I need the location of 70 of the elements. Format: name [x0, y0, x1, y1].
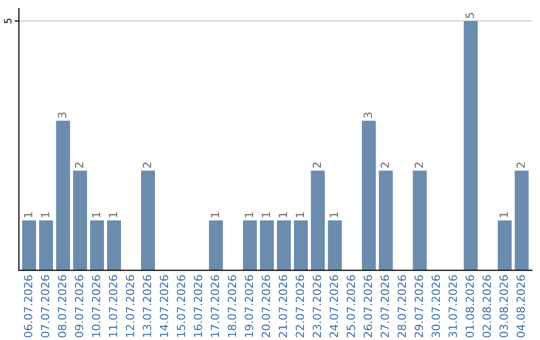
- x-tick-label: 12.07.2026: [126, 275, 134, 337]
- x-tick-label: 20.07.2026: [262, 275, 270, 338]
- bar: [464, 20, 478, 270]
- x-tick-label: 22.07.2026: [296, 275, 304, 338]
- x-tick-label: 18.07.2026: [228, 275, 236, 337]
- bar: [498, 220, 512, 270]
- x-tick-label: 26.07.2026: [364, 275, 372, 338]
- x-tick-label: 09.07.2026: [74, 275, 84, 338]
- data-label: 2: [516, 162, 525, 168]
- bar: [276, 220, 291, 270]
- x-tick-label: 28.07.2026: [398, 275, 406, 338]
- bar: [242, 220, 257, 270]
- x-tick-label: 31.07.2026: [448, 275, 457, 338]
- data-label: 1: [262, 212, 270, 218]
- x-tick-label: 21.07.2026: [278, 275, 288, 338]
- bar: [39, 220, 54, 270]
- bar: [362, 120, 376, 270]
- bar: [310, 170, 325, 270]
- x-tick-label: 14.07.2026: [160, 275, 168, 337]
- x-tick-label: 08.07.2026: [58, 275, 66, 338]
- bar: [208, 220, 223, 270]
- data-label: 2: [142, 162, 152, 168]
- x-tick-label: 27.07.2026: [380, 275, 390, 338]
- data-label: 1: [41, 212, 50, 218]
- data-label: 1: [278, 212, 287, 218]
- bar: [22, 220, 36, 270]
- x-tick-label: 10.07.2026: [92, 275, 100, 337]
- x-tick-label: 24.07.2026: [330, 275, 338, 338]
- data-label: 1: [330, 212, 338, 218]
- x-tick-label: 23.07.2026: [312, 275, 322, 338]
- x-tick-label: 11.07.2026: [108, 275, 118, 337]
- bar: [378, 170, 393, 270]
- bar: [260, 220, 274, 270]
- x-tick-label: 29.07.2026: [414, 275, 424, 338]
- bar: [90, 220, 104, 270]
- data-label: 2: [380, 162, 389, 168]
- data-label: 1: [108, 212, 118, 218]
- data-label: 3: [58, 112, 66, 118]
- data-label: 1: [296, 212, 304, 218]
- x-tick-label: 16.07.2026: [194, 275, 202, 337]
- data-label: 1: [244, 212, 253, 218]
- x-tick-label: 06.07.2026: [24, 275, 32, 338]
- bar: [107, 220, 121, 270]
- bar: [141, 170, 155, 270]
- bar: [73, 170, 88, 270]
- x-tick-label: 01.08.2026: [466, 275, 474, 338]
- data-label: 2: [414, 162, 423, 168]
- bar: [328, 220, 342, 270]
- data-label: 5: [466, 12, 474, 18]
- data-label: 1: [24, 212, 32, 218]
- data-label: 2: [312, 162, 321, 168]
- bar: [412, 170, 427, 270]
- bar: [56, 120, 70, 270]
- data-label: 1: [500, 212, 508, 218]
- x-tick-label: 15.07.2026: [176, 275, 186, 337]
- data-label: 1: [210, 212, 220, 218]
- x-tick-label: 07.07.2026: [40, 275, 50, 338]
- bar: [514, 170, 529, 270]
- x-tick-label: 13.07.2026: [142, 275, 152, 337]
- x-tick-label: 02.08.2026: [482, 275, 491, 338]
- bar: [294, 220, 308, 270]
- x-tick-label: 25.07.2026: [346, 275, 356, 338]
- data-label: 3: [364, 112, 372, 118]
- x-tick-label: 04.08.2026: [516, 275, 525, 338]
- data-label: 1: [92, 212, 100, 218]
- x-tick-label: 03.08.2026: [500, 275, 508, 338]
- data-label: 2: [74, 162, 84, 168]
- x-tick-label: 30.07.2026: [432, 275, 440, 338]
- x-tick-label: 17.07.2026: [210, 275, 220, 337]
- x-tick-label: 19.07.2026: [244, 275, 254, 337]
